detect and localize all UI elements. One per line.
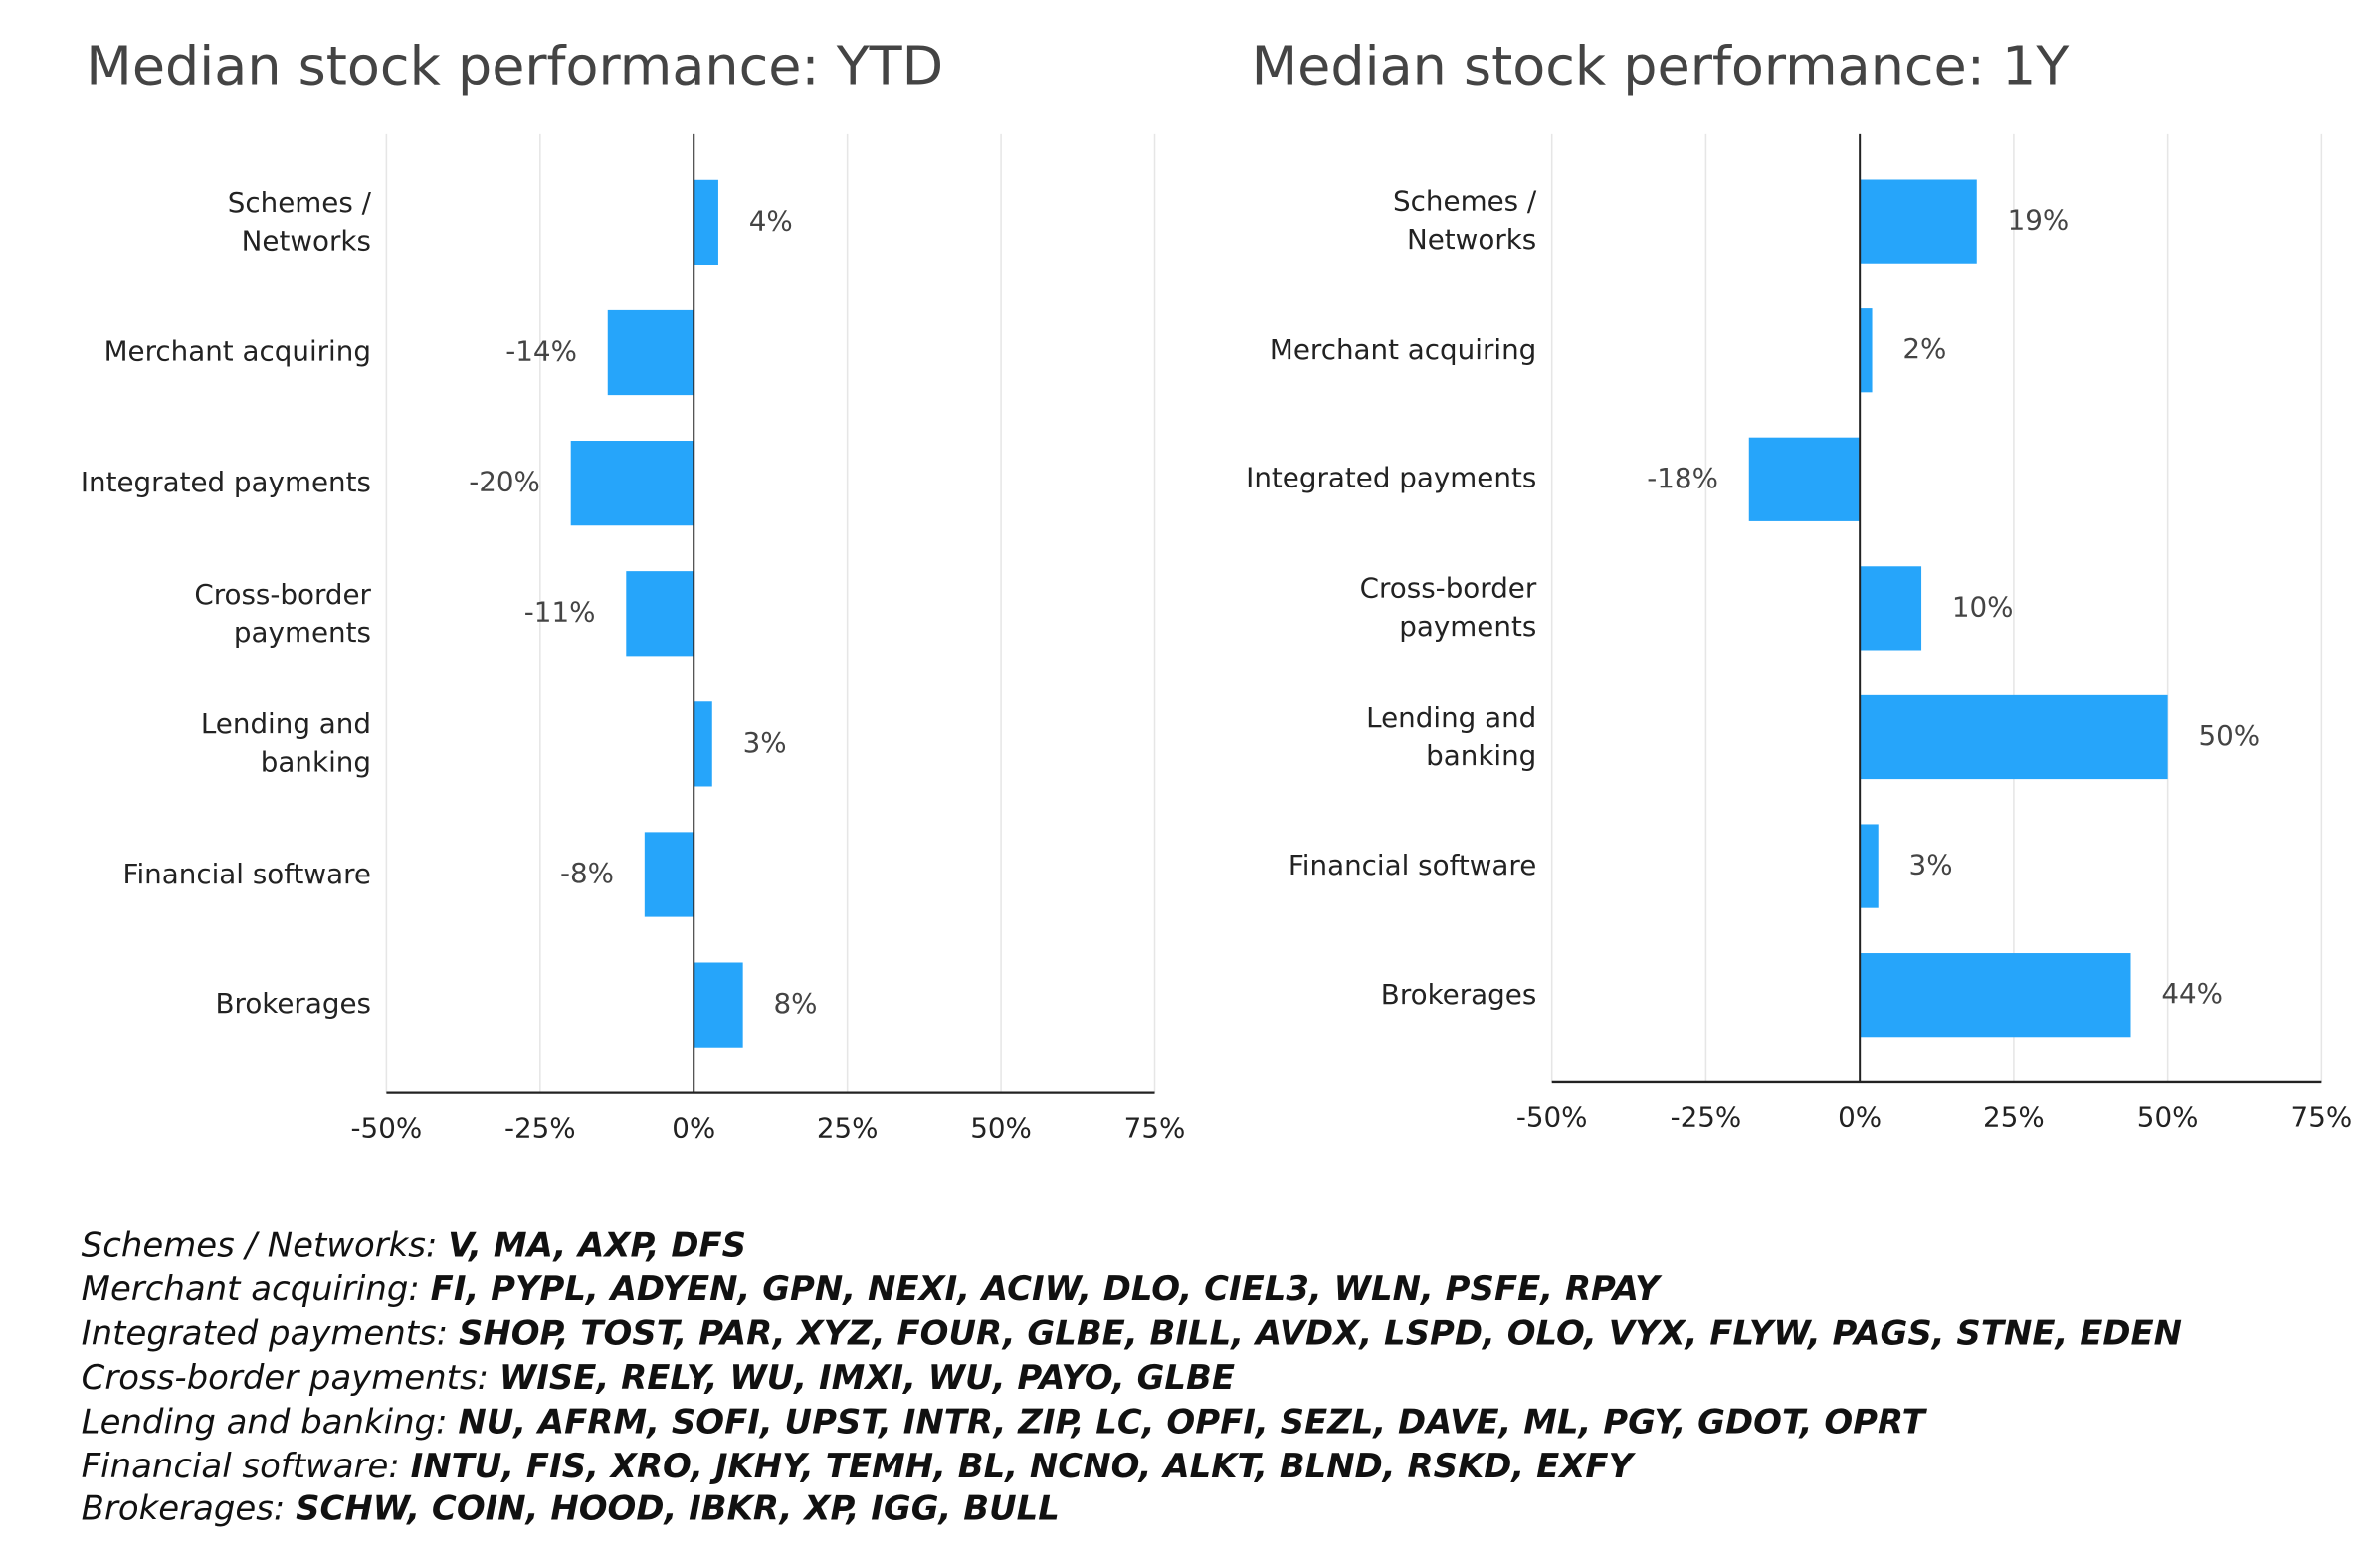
bar: [1860, 824, 1879, 908]
x-tick-label: -25%: [1671, 1101, 1742, 1134]
x-tick-label: -25%: [504, 1111, 576, 1144]
category-label: Merchant acquiring: [103, 336, 371, 369]
footnote: Integrated payments: SHOP, TOST, PAR, XY…: [82, 1315, 2182, 1353]
value-label: 2%: [1902, 332, 1946, 365]
value-label: -8%: [560, 857, 614, 889]
x-tick-label: -50%: [351, 1111, 423, 1144]
category-label: Schemes / Networks: [1393, 186, 1537, 257]
chart-title: Median stock performance: YTD: [86, 36, 944, 98]
category-label: Lending and banking: [200, 708, 371, 780]
x-tick-label: -50%: [1516, 1101, 1588, 1134]
value-label: 10%: [1952, 590, 2014, 623]
category-label: Lending and banking: [1366, 701, 1537, 773]
category-label: Schemes / Networks: [227, 187, 371, 258]
footnote-tickers: FI, PYPL, ADYEN, GPN, NEXI, ACIW, DLO, C…: [430, 1270, 1660, 1310]
x-tick-label: 0%: [1838, 1101, 1882, 1134]
footnote-tickers: WISE, RELY, WU, IMXI, WU, PAYO, GLBE: [498, 1359, 1236, 1398]
category-label: Integrated payments: [1246, 463, 1537, 495]
value-label: 4%: [749, 204, 793, 237]
footnote: Merchant acquiring: FI, PYPL, ADYEN, GPN…: [82, 1271, 1660, 1309]
category-label: Financial software: [1288, 850, 1537, 882]
x-tick-label: 50%: [2137, 1101, 2199, 1134]
bar: [1860, 308, 1873, 393]
x-tick-label: 50%: [970, 1111, 1032, 1144]
footnote: Cross-border payments: WISE, RELY, WU, I…: [82, 1359, 1235, 1397]
x-tick-label: 25%: [1983, 1101, 2045, 1134]
x-tick-label: 75%: [2291, 1101, 2353, 1134]
category-label: Brokerages: [215, 989, 371, 1022]
footnote: Schemes / Networks: V, MA, AXP, DFS: [82, 1228, 746, 1266]
value-label: 19%: [2008, 204, 2070, 237]
footnote-label: Financial software:: [81, 1447, 400, 1486]
footnote: Brokerages: SCHW, COIN, HOOD, IBKR, XP, …: [82, 1491, 1060, 1529]
category-label: Financial software: [122, 858, 371, 891]
footnote-label: Integrated payments:: [81, 1315, 449, 1354]
value-label: 3%: [743, 726, 787, 759]
value-label: 8%: [773, 987, 817, 1020]
category-label: Cross-border payments: [1359, 573, 1537, 644]
value-label: -11%: [524, 596, 596, 629]
footnote-tickers: SHOP, TOST, PAR, XYZ, FOUR, GLBE, BILL, …: [458, 1315, 2183, 1354]
bar: [570, 441, 694, 526]
x-tick-label: 0%: [672, 1111, 715, 1144]
bar: [1860, 179, 1977, 264]
footnote: Lending and banking: NU, AFRM, SOFI, UPS…: [82, 1404, 1925, 1442]
bar: [694, 962, 743, 1048]
footnote: Financial software: INTU, FIS, XRO, JKHY…: [82, 1448, 1633, 1485]
bar: [1860, 953, 2131, 1038]
bar: [644, 832, 694, 917]
footnote-label: Merchant acquiring:: [81, 1270, 420, 1310]
footnote-tickers: V, MA, AXP, DFS: [448, 1227, 747, 1266]
x-tick-label: 75%: [1124, 1111, 1186, 1144]
footnote-label: Schemes / Networks:: [81, 1227, 438, 1266]
footnote-label: Lending and banking:: [81, 1403, 448, 1442]
category-label: Merchant acquiring: [1269, 334, 1537, 367]
x-tick-label: 25%: [817, 1111, 879, 1144]
category-label: Integrated payments: [80, 467, 371, 499]
bar: [1860, 566, 1922, 651]
bar: [1748, 437, 1861, 521]
bar: [607, 309, 694, 396]
value-label: 44%: [2161, 977, 2223, 1010]
footnote-label: Brokerages:: [81, 1491, 286, 1530]
value-label: 3%: [1909, 849, 1953, 881]
footnote-label: Cross-border payments:: [81, 1359, 490, 1398]
chart-title: Median stock performance: 1Y: [1251, 36, 2070, 98]
footnote-tickers: INTU, FIS, XRO, JKHY, TEMH, BL, NCNO, AL…: [410, 1447, 1634, 1486]
footnote-tickers: SCHW, COIN, HOOD, IBKR, XP, IGG, BULL: [296, 1491, 1060, 1530]
category-label: Cross-border payments: [194, 578, 371, 649]
bar: [1860, 694, 2168, 780]
bar: [694, 701, 712, 787]
value-label: -14%: [505, 335, 577, 368]
value-label: 50%: [2198, 719, 2260, 752]
category-label: Brokerages: [1380, 979, 1537, 1012]
value-label: -18%: [1647, 462, 1718, 494]
footnote-tickers: NU, AFRM, SOFI, UPST, INTR, ZIP, LC, OPF…: [458, 1403, 1925, 1442]
bar: [626, 571, 694, 657]
bar: [694, 179, 718, 266]
value-label: -20%: [469, 466, 540, 498]
